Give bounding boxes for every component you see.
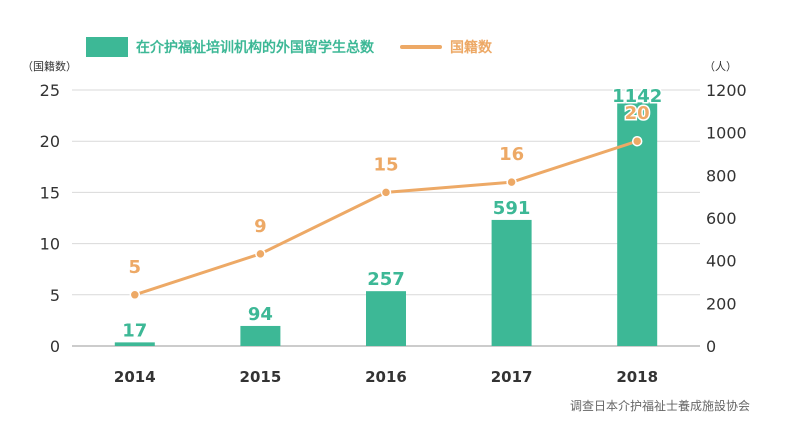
left-tick-label: 20 — [40, 132, 60, 151]
line-value-label: 16 — [499, 144, 524, 165]
line-value-label: 20 — [625, 103, 650, 124]
line-value-label: 5 — [129, 257, 142, 278]
legend-bar-label: 在介护福祉培训机构的外国留学生总数 — [136, 40, 374, 56]
line-point-2016 — [380, 187, 392, 198]
left-tick-label: 10 — [40, 235, 60, 254]
category-label: 2017 — [491, 368, 533, 386]
category-label: 2015 — [240, 368, 282, 386]
bar-2017 — [491, 219, 532, 346]
source-note: 调查日本介护福祉士養成施設协会 — [569, 399, 750, 413]
category-label: 2014 — [114, 368, 156, 386]
left-tick-label: 25 — [40, 81, 60, 100]
right-tick-label: 200 — [706, 294, 737, 313]
bar-value-label: 591 — [493, 198, 531, 219]
legend-line-swatch — [400, 45, 442, 49]
legend-line-label: 国籍数 — [450, 40, 492, 56]
category-label: 2016 — [365, 368, 407, 386]
bar-value-label: 94 — [248, 304, 273, 325]
bar-value-label: 1142 — [612, 86, 662, 107]
bar-2014 — [114, 342, 155, 346]
line-value-label: 9 — [254, 216, 267, 237]
right-tick-label: 1200 — [706, 81, 747, 100]
line-point-2014 — [129, 289, 141, 301]
legend: 在介护福祉培训机构的外国留学生总数 国籍数 — [86, 37, 518, 57]
bar-2016 — [366, 291, 406, 346]
category-label: 2018 — [616, 368, 658, 386]
legend-bar-swatch — [86, 37, 128, 57]
left-tick-label: 5 — [50, 286, 60, 305]
line-point-2017 — [506, 176, 517, 188]
bar-value-label: 257 — [367, 269, 405, 290]
right-tick-label: 0 — [706, 337, 716, 356]
right-tick-label: 600 — [706, 209, 737, 228]
legend-item-bars: 在介护福祉培训机构的外国留学生总数 — [86, 37, 374, 57]
legend-item-line: 国籍数 — [400, 37, 492, 57]
left-axis-unit: （国籍数） — [22, 60, 77, 73]
line-point-2018 — [631, 135, 643, 147]
line-point-2015 — [255, 248, 266, 260]
right-tick-label: 1000 — [706, 124, 747, 143]
right-axis-unit: （人） — [704, 60, 737, 73]
left-tick-label: 0 — [50, 337, 60, 356]
left-tick-label: 15 — [40, 183, 60, 202]
right-tick-label: 400 — [706, 252, 737, 271]
line-value-label: 15 — [373, 154, 398, 175]
bar-value-label: 17 — [122, 320, 147, 341]
bar-2015 — [240, 325, 281, 346]
right-tick-label: 800 — [706, 166, 737, 185]
